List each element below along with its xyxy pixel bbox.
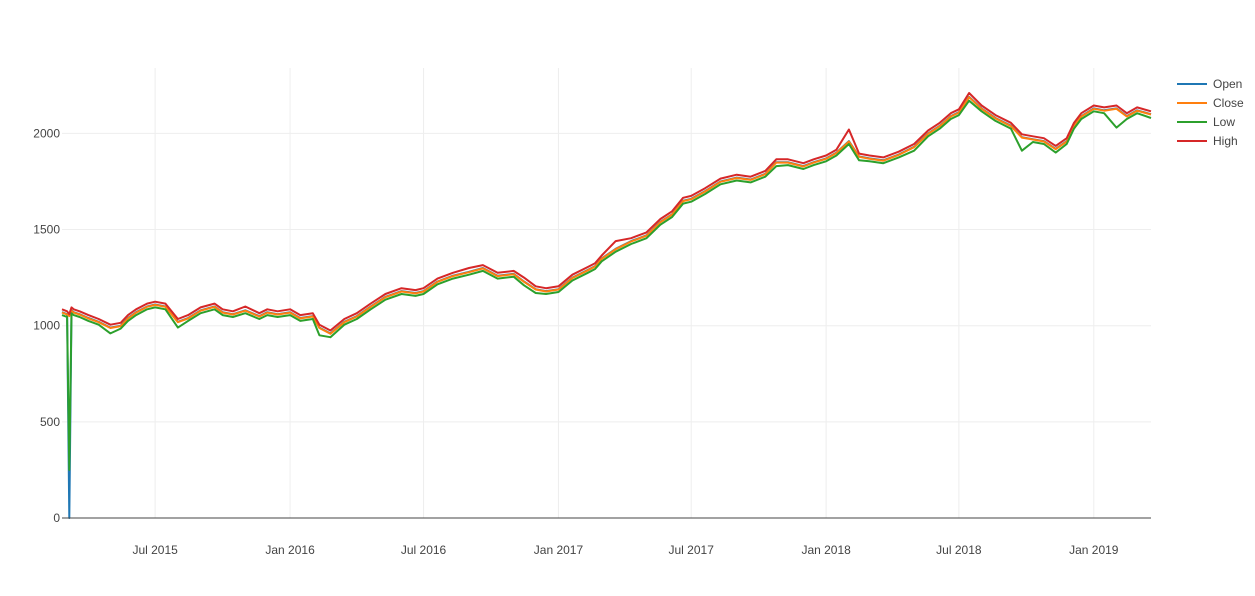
- series-layer: [61, 92, 1152, 519]
- x-tick-label: Jan 2016: [265, 543, 315, 557]
- x-tick-label: Jul 2018: [936, 543, 982, 557]
- y-tick-label: 0: [53, 511, 60, 525]
- y-tick-label: 1000: [33, 319, 60, 333]
- x-tick-label: Jul 2015: [132, 543, 178, 557]
- y-tick-label: 1500: [33, 223, 60, 237]
- x-tick-label: Jan 2017: [534, 543, 584, 557]
- series-line-close[interactable]: [61, 96, 1152, 335]
- x-tick-label: Jul 2017: [669, 543, 715, 557]
- series-line-low[interactable]: [61, 99, 1152, 471]
- legend-item-high[interactable]: High: [1177, 134, 1238, 148]
- grid-layer: [62, 68, 1151, 518]
- legend-label: High: [1213, 134, 1238, 148]
- axis-layer: Jul 2015 Jan 2016 Jul 2016 Jan 2017 Jul 2017…: [33, 126, 1151, 557]
- legend-label: Low: [1213, 115, 1235, 129]
- y-tick-label: 500: [40, 415, 60, 429]
- legend-item-open[interactable]: Open: [1177, 77, 1242, 91]
- legend-label: Open: [1213, 77, 1242, 91]
- legend-item-close[interactable]: Close: [1177, 96, 1244, 110]
- y-tick-label: 2000: [33, 126, 60, 140]
- series-line-open[interactable]: [61, 95, 1152, 519]
- legend[interactable]: Open Close Low High: [1177, 77, 1244, 148]
- x-tick-label: Jan 2018: [801, 543, 851, 557]
- x-tick-label: Jan 2019: [1069, 543, 1119, 557]
- series-line-high[interactable]: [61, 92, 1152, 332]
- legend-label: Close: [1213, 96, 1244, 110]
- legend-item-low[interactable]: Low: [1177, 115, 1235, 129]
- x-tick-label: Jul 2016: [401, 543, 447, 557]
